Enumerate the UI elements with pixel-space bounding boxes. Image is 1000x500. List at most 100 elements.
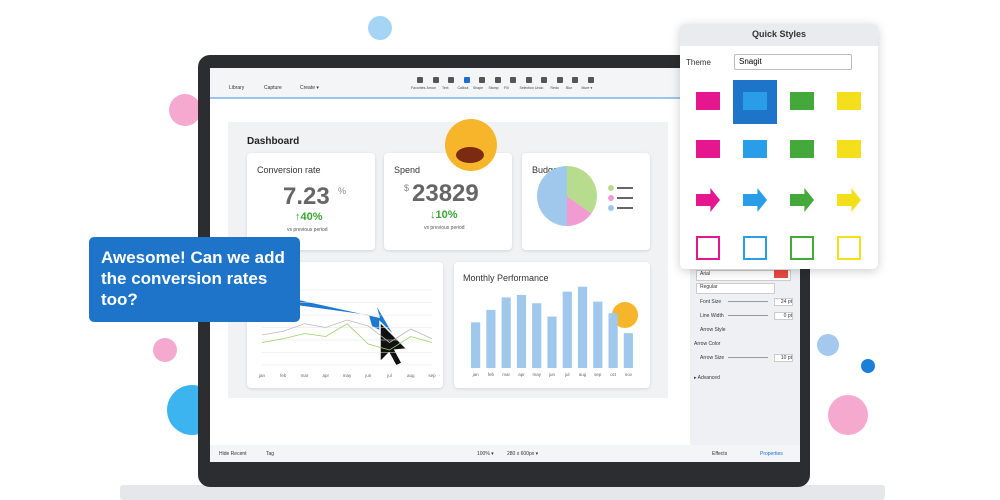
card-title: Budget — [532, 165, 561, 175]
slider[interactable] — [728, 301, 768, 302]
tool-icon[interactable] — [432, 77, 439, 83]
laptop-base — [120, 485, 885, 500]
callout-text: Awesome! Can we add the conversion rates… — [101, 248, 285, 309]
x-tick-label: feb — [488, 372, 495, 377]
legend-dot — [608, 195, 614, 201]
toolbar-button[interactable]: Capture — [264, 85, 282, 91]
x-tick-label: mar — [502, 372, 510, 377]
bar — [532, 303, 542, 368]
slider[interactable] — [728, 315, 768, 316]
theme-select[interactable]: Snagit — [734, 54, 852, 70]
tool-label: Undo — [535, 86, 544, 90]
style-option[interactable] — [743, 236, 767, 260]
prop-label: Arrow Color — [694, 341, 721, 347]
x-tick-label: jan — [258, 373, 266, 378]
tool-icon[interactable] — [463, 77, 470, 83]
toolbar-button[interactable]: Create ▾ — [300, 85, 319, 91]
tool-icon[interactable] — [479, 77, 485, 83]
x-tick-label: may — [343, 373, 352, 378]
x-tick-label: may — [532, 372, 541, 377]
tool-icon[interactable] — [494, 77, 501, 83]
advanced[interactable]: ▸ Advanced — [694, 375, 720, 381]
style-option[interactable] — [743, 92, 767, 110]
tool-label: More ▾ — [581, 86, 593, 90]
x-tick-label: apr — [322, 373, 329, 378]
style-option[interactable] — [837, 140, 861, 158]
style-option[interactable] — [696, 140, 720, 158]
quick-styles: Quick Styles Theme Snagit — [680, 24, 878, 269]
pie-slice — [567, 196, 592, 226]
style-option[interactable] — [790, 236, 814, 260]
style-option[interactable] — [837, 92, 861, 110]
kpi: 23829 — [412, 180, 479, 207]
prop-value[interactable]: 10 pt — [774, 354, 793, 362]
toolbar-button[interactable]: Library — [229, 85, 245, 91]
kpi: 7.23 — [283, 183, 330, 210]
theme-label: Theme — [686, 58, 711, 67]
slider[interactable] — [728, 357, 768, 358]
card-title: Spend — [394, 165, 421, 175]
tool-icon[interactable] — [417, 77, 423, 83]
blob — [828, 395, 868, 435]
color-swatch[interactable] — [774, 270, 788, 278]
properties: Arial Regular Font Size 24 pt Line Width 0 … — [690, 265, 800, 395]
x-tick-label: apr — [518, 372, 525, 377]
emoji — [445, 119, 497, 171]
line — [261, 319, 433, 343]
bar — [486, 309, 496, 368]
blob — [817, 334, 839, 356]
card: Conversion rate 7.23 % ↑40% vs previous … — [247, 153, 375, 250]
prop-label: Font Size — [700, 299, 722, 305]
bar — [516, 294, 527, 368]
tool-icon[interactable] — [572, 77, 578, 83]
pie-slice — [567, 166, 597, 214]
line — [261, 323, 433, 351]
note: vs previous period — [424, 225, 465, 231]
prop-value[interactable]: 24 pt — [774, 298, 793, 306]
style-option[interactable] — [837, 188, 861, 212]
pie-slice — [537, 166, 567, 226]
change-value: 10% — [435, 209, 458, 221]
tool-icon[interactable] — [525, 77, 532, 83]
tool-icon[interactable] — [541, 77, 547, 83]
tool-label: Stamp — [488, 86, 499, 90]
style-option[interactable] — [696, 188, 720, 212]
blob — [169, 94, 201, 126]
style-option[interactable] — [743, 140, 767, 158]
x-tick-label: oct — [610, 372, 617, 377]
tool-label: Redo — [550, 86, 559, 90]
style-option[interactable] — [837, 236, 861, 260]
tool-icon[interactable] — [448, 77, 454, 83]
x-tick-label: aug — [407, 373, 415, 378]
prop-value[interactable]: 0 pt — [774, 312, 793, 320]
cursor — [379, 320, 409, 367]
prop-label: Arrow Size — [700, 355, 725, 361]
tool-icon[interactable] — [587, 77, 594, 83]
x-tick-label: nov — [625, 372, 633, 377]
style-option[interactable] — [696, 92, 720, 110]
style-option[interactable] — [790, 92, 814, 110]
advanced-label: Advanced — [697, 375, 720, 381]
card: Spend $ 23829 ↓10% vs previous period — [384, 153, 512, 250]
style-select[interactable]: Regular — [696, 283, 775, 294]
change-value: 40% — [300, 211, 323, 223]
prop-label: Arrow Style — [700, 327, 726, 333]
qs-header — [680, 24, 878, 46]
dashboard-title: Dashboard — [247, 136, 300, 147]
x-tick-label: feb — [280, 373, 287, 378]
bar — [593, 301, 603, 368]
tool-icon[interactable] — [556, 77, 563, 83]
bar — [547, 316, 557, 368]
tool-label: Arrow — [426, 86, 436, 90]
style-option[interactable] — [696, 236, 720, 260]
style-option[interactable] — [790, 140, 814, 158]
tool-icon[interactable] — [510, 77, 516, 83]
font-select[interactable]: Arial — [696, 270, 791, 281]
style-option[interactable] — [743, 188, 767, 212]
bar — [501, 297, 511, 368]
style-option[interactable] — [790, 188, 814, 212]
blob — [368, 16, 392, 40]
tool-label: Favorites — [411, 86, 426, 90]
card-title: Monthly Performance — [463, 273, 549, 283]
change: ↓10% — [430, 209, 458, 221]
